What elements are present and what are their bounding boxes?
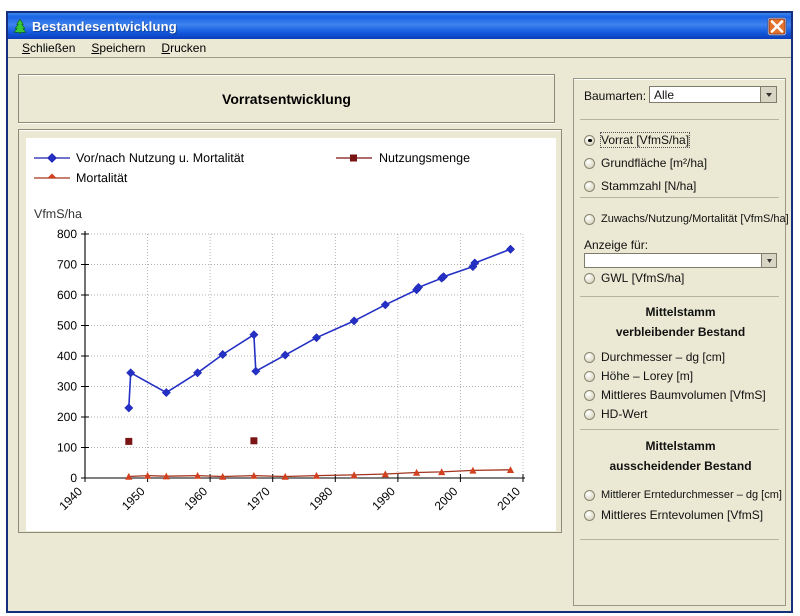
- svg-text:1980: 1980: [307, 484, 336, 513]
- svg-text:Vor/nach Nutzung u. Mortalität: Vor/nach Nutzung u. Mortalität: [76, 151, 245, 165]
- svg-text:1970: 1970: [244, 484, 273, 513]
- svg-text:1990: 1990: [369, 484, 398, 513]
- svg-text:800: 800: [57, 227, 77, 241]
- svg-text:1960: 1960: [181, 484, 210, 513]
- svg-text:Nutzungsmenge: Nutzungsmenge: [379, 151, 470, 165]
- svg-text:0: 0: [70, 471, 77, 485]
- svg-text:1940: 1940: [56, 484, 85, 513]
- svg-text:400: 400: [57, 349, 77, 363]
- svg-text:Mortalität: Mortalität: [76, 171, 128, 185]
- svg-text:VfmS/ha: VfmS/ha: [34, 207, 82, 221]
- svg-text:700: 700: [57, 258, 77, 272]
- svg-text:1950: 1950: [119, 484, 148, 513]
- svg-text:2010: 2010: [494, 484, 523, 513]
- svg-text:300: 300: [57, 380, 77, 394]
- svg-text:200: 200: [57, 410, 77, 424]
- svg-text:500: 500: [57, 319, 77, 333]
- svg-text:100: 100: [57, 441, 77, 455]
- svg-text:2000: 2000: [432, 484, 461, 513]
- svg-text:600: 600: [57, 288, 77, 302]
